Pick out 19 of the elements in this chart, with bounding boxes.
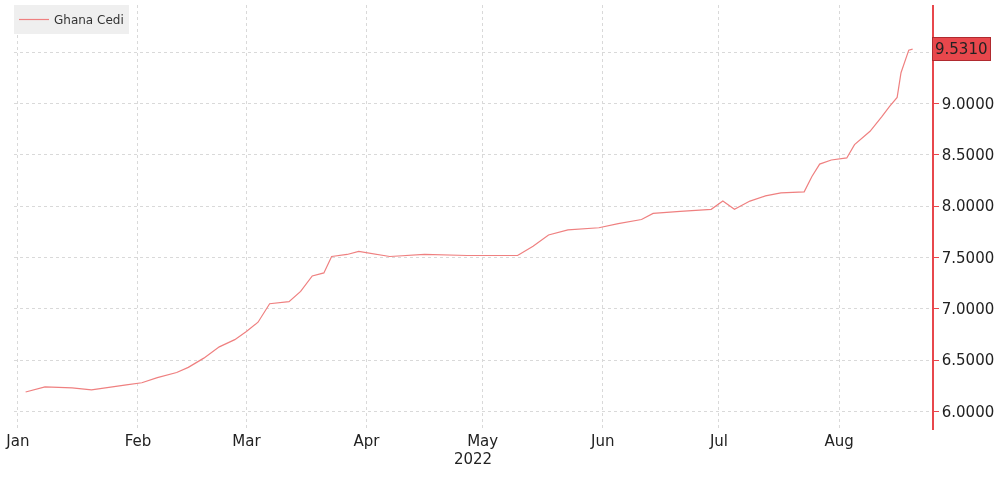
x-tick-label: Jul [708,432,729,450]
y-tick-label: 6.5000 [941,351,995,370]
x-tick-label: Apr [353,432,381,450]
text: 9.5310 [935,40,988,58]
x-tick-label: Jun [590,432,615,450]
x-axis-title: 2022 [453,450,493,468]
y-tick-label: 8.5000 [941,146,995,165]
x-tick-label: Feb [124,432,152,450]
y-tick-label: 7.0000 [941,300,995,319]
x-tick-label: Aug [824,432,854,450]
y-tick-label: 7.5000 [941,248,995,267]
x-tick-label: Jan [5,432,30,450]
line-series [25,48,914,393]
y-tick-label: 8.0000 [941,197,995,216]
y-tick-label: 9.0000 [941,94,995,113]
x-tick-label: Mar [232,432,262,450]
legend-label: Ghana Cedi [54,13,124,28]
y-tick-label: 6.0000 [941,402,995,421]
x-tick-label: May [467,432,499,450]
